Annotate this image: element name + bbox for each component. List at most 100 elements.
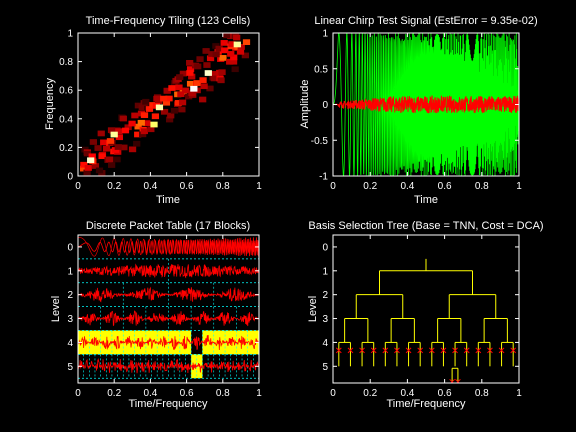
tile-cell bbox=[237, 44, 245, 50]
tile-cell bbox=[81, 177, 88, 183]
x-tick-label: 0.8 bbox=[216, 388, 230, 399]
tile-cell bbox=[102, 145, 111, 152]
tiling-title: Time-Frequency Tiling (123 Cells) bbox=[86, 15, 251, 27]
tile-cell bbox=[212, 51, 220, 58]
tile-cell bbox=[109, 128, 117, 135]
leaf-marker bbox=[347, 347, 354, 354]
tile-cell bbox=[176, 74, 184, 80]
tile-cell bbox=[167, 112, 175, 119]
tile-cell bbox=[193, 80, 202, 86]
tile-cell bbox=[153, 95, 161, 102]
x-tick-label: 0.6 bbox=[438, 181, 452, 192]
tiling-xlabel: Time bbox=[156, 194, 180, 206]
x-tick-label: 0.2 bbox=[363, 181, 377, 192]
tile-cell bbox=[226, 58, 234, 65]
tile-cell bbox=[242, 39, 251, 45]
tile-cell bbox=[163, 87, 171, 94]
tile-cell bbox=[168, 85, 176, 91]
tile-cell bbox=[83, 169, 91, 176]
tile-cell bbox=[186, 66, 195, 72]
tile-cell bbox=[134, 102, 143, 109]
tile-cell bbox=[236, 48, 245, 55]
tile-cell bbox=[208, 51, 216, 57]
leaf-marker-deep bbox=[449, 378, 455, 383]
tile-cell bbox=[88, 153, 96, 160]
x-tick-label: 0 bbox=[330, 388, 336, 399]
tile-cell bbox=[227, 33, 235, 39]
tile-cell bbox=[203, 62, 211, 68]
tile-cell bbox=[160, 95, 168, 102]
x-tick-label: 0.4 bbox=[143, 181, 157, 192]
y-tick-label: 3 bbox=[67, 314, 73, 325]
packet-trace-level-3 bbox=[78, 310, 259, 327]
tile-cell bbox=[84, 165, 92, 171]
x-tick-label: 0 bbox=[75, 388, 81, 399]
tile-cell bbox=[106, 156, 114, 163]
y-tick-label: 3 bbox=[322, 314, 328, 325]
chirp-ticks: 0 0.2 0.4 0.6 0.8 1 -1 -0.5 0 0.5 1 bbox=[311, 29, 522, 193]
chirp-xlabel: Time bbox=[414, 194, 438, 206]
y-tick-label: 1 bbox=[67, 29, 73, 40]
tile-cell bbox=[95, 167, 104, 174]
x-tick-label: 0.4 bbox=[143, 388, 157, 399]
tile-cell bbox=[181, 87, 190, 94]
y-tick-label: 2 bbox=[322, 290, 328, 301]
tile-cell bbox=[145, 106, 154, 112]
tree-ticks: 0 0.2 0.4 0.6 0.8 1 0 1 2 3 4 5 bbox=[322, 235, 522, 399]
tile-cell-bright bbox=[110, 131, 118, 138]
tile-cell bbox=[137, 119, 145, 126]
tree-xlabel: Time/Frequency bbox=[386, 398, 466, 410]
packet-ylabel: Level bbox=[50, 296, 62, 322]
y-tick-label: 4 bbox=[67, 338, 73, 349]
y-tick-label: -0.5 bbox=[311, 136, 329, 147]
tile-cell bbox=[119, 115, 127, 122]
tile-cell bbox=[115, 134, 124, 141]
packet-trace-level-2 bbox=[78, 286, 259, 303]
y-tick-label: 5 bbox=[322, 362, 328, 373]
packet-ticks: 0 0.2 0.4 0.6 0.8 1 0 1 2 3 4 5 bbox=[67, 235, 262, 399]
x-tick-label: 1 bbox=[256, 388, 262, 399]
tile-cell-bright bbox=[233, 41, 241, 48]
leaf-marker bbox=[428, 347, 435, 354]
tile-cell bbox=[206, 55, 215, 62]
x-tick-label: 1 bbox=[516, 388, 522, 399]
chirp-traces bbox=[333, 33, 519, 176]
packet-trace-level-5 bbox=[78, 357, 259, 374]
leaf-marker bbox=[417, 347, 424, 354]
leaf-marker bbox=[452, 347, 458, 354]
tile-cell bbox=[91, 163, 100, 169]
tile-cell bbox=[222, 33, 231, 39]
tile-cell bbox=[202, 48, 210, 54]
tile-cell bbox=[170, 107, 179, 114]
tile-cell bbox=[199, 77, 207, 83]
leaf-marker bbox=[510, 347, 517, 354]
tile-cell bbox=[194, 63, 202, 70]
tile-cell bbox=[140, 112, 149, 118]
tile-cell bbox=[174, 100, 183, 106]
y-tick-label: 0 bbox=[67, 172, 73, 183]
x-tick-label: 0.4 bbox=[400, 181, 414, 192]
leaf-marker bbox=[498, 347, 505, 354]
x-tick-label: 0.2 bbox=[363, 388, 377, 399]
tiling-cells bbox=[80, 33, 251, 183]
tile-cell bbox=[162, 99, 171, 106]
tile-cell bbox=[139, 131, 147, 138]
tile-cell-bright bbox=[155, 104, 164, 111]
tile-cell bbox=[178, 99, 187, 106]
tile-cell bbox=[97, 130, 105, 137]
chirp-error-line bbox=[333, 95, 519, 114]
tile-cell bbox=[178, 106, 186, 113]
x-tick-label: 0.6 bbox=[180, 181, 194, 192]
x-tick-label: 0.2 bbox=[107, 388, 121, 399]
leaf-marker bbox=[487, 347, 493, 354]
tile-cell bbox=[206, 85, 214, 92]
leaf-marker bbox=[394, 347, 400, 354]
y-tick-label: 4 bbox=[322, 338, 328, 349]
packet-trace-level-0b bbox=[78, 236, 259, 257]
tile-cell bbox=[186, 80, 195, 87]
tile-cell bbox=[229, 58, 238, 65]
tile-cell-bright bbox=[190, 85, 198, 92]
tree-axes-box bbox=[332, 234, 520, 384]
tile-cell bbox=[215, 45, 223, 52]
